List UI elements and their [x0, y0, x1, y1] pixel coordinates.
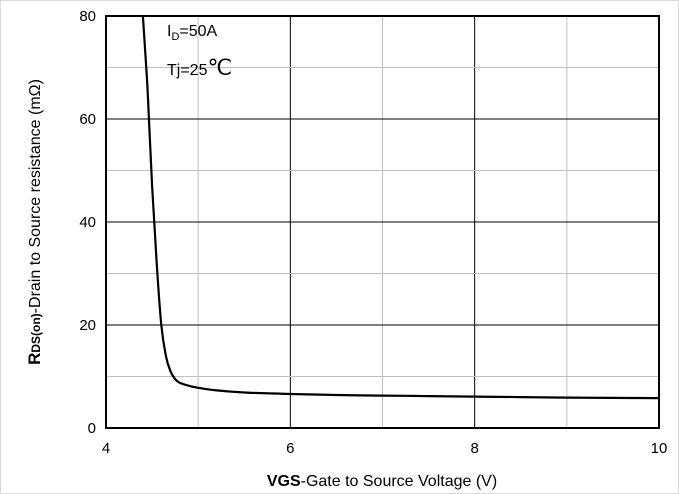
rdson-curve [141, 15, 660, 400]
grid [106, 16, 659, 428]
x-axis-title: VGS-Gate to Source Voltage (V) [267, 473, 497, 490]
x-tick-labels: 4 6 8 10 [102, 440, 668, 457]
y-tick-labels: 0 20 40 60 80 [79, 8, 96, 437]
y-tick-label: 80 [79, 8, 96, 25]
x-tick-label: 10 [651, 440, 668, 457]
tj-annotation: Tj=25℃ [167, 55, 232, 80]
plot-border [105, 15, 660, 429]
x-tick-label: 8 [470, 440, 478, 457]
y-axis-title: RDS(on)-Drain to Source resistance (mΩ) [25, 79, 44, 365]
y-tick-label: 60 [79, 111, 96, 128]
id-annotation: ID=50A [167, 23, 218, 43]
y-tick-label: 20 [79, 317, 96, 334]
y-tick-label: 0 [88, 420, 96, 437]
x-tick-label: 6 [286, 440, 294, 457]
y-tick-label: 40 [79, 214, 96, 231]
x-tick-label: 4 [102, 440, 110, 457]
